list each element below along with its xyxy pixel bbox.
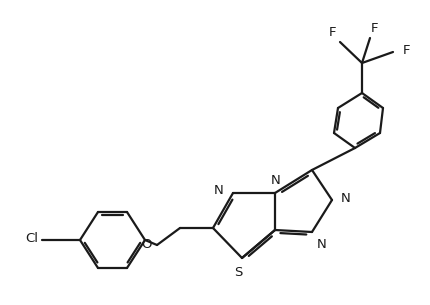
- Text: O: O: [142, 238, 152, 250]
- Text: S: S: [234, 265, 242, 278]
- Text: Cl: Cl: [25, 232, 39, 246]
- Text: N: N: [317, 238, 327, 250]
- Text: N: N: [271, 174, 281, 188]
- Text: F: F: [371, 21, 379, 34]
- Text: N: N: [214, 185, 224, 198]
- Text: F: F: [328, 26, 336, 38]
- Text: N: N: [341, 192, 351, 204]
- Text: F: F: [403, 44, 411, 56]
